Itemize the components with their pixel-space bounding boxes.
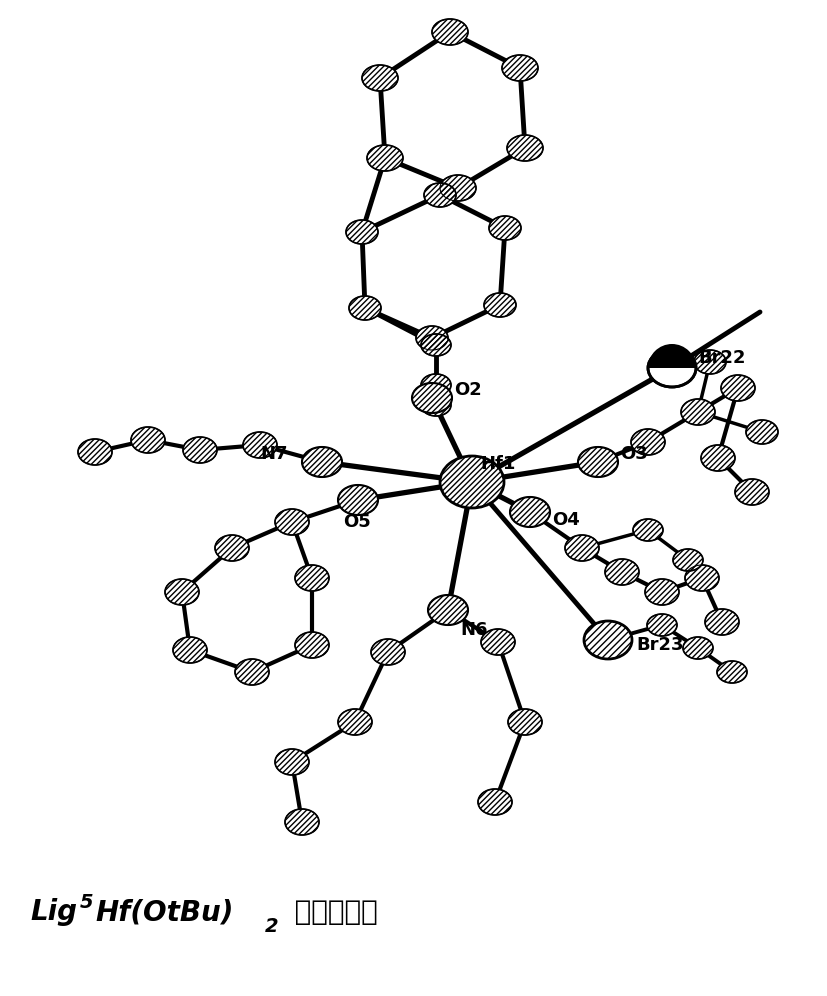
Ellipse shape [577,447,617,477]
Ellipse shape [294,565,328,591]
Ellipse shape [183,437,217,463]
Ellipse shape [648,349,696,387]
Ellipse shape [644,579,678,605]
Text: N6: N6 [460,621,487,639]
Ellipse shape [672,549,702,571]
Ellipse shape [346,220,378,244]
Ellipse shape [366,145,403,171]
Ellipse shape [361,65,398,91]
Ellipse shape [734,479,768,505]
Text: Hf1: Hf1 [480,455,514,473]
Ellipse shape [605,559,638,585]
Ellipse shape [564,535,598,561]
Ellipse shape [275,749,308,775]
Ellipse shape [412,383,452,413]
Ellipse shape [275,509,308,535]
Text: Br22: Br22 [697,349,744,367]
Ellipse shape [235,659,269,685]
Text: O5: O5 [342,513,370,531]
Ellipse shape [509,497,549,527]
Ellipse shape [173,637,207,663]
Ellipse shape [420,334,451,356]
Ellipse shape [506,135,543,161]
Ellipse shape [745,420,777,444]
Ellipse shape [420,374,451,396]
Ellipse shape [489,216,520,240]
Ellipse shape [693,350,725,374]
Ellipse shape [165,579,198,605]
Ellipse shape [337,709,371,735]
Ellipse shape [646,614,676,636]
Ellipse shape [508,709,542,735]
Ellipse shape [439,456,504,508]
Ellipse shape [680,399,715,425]
Text: N7: N7 [260,445,287,463]
Text: 2: 2 [265,917,279,936]
Ellipse shape [302,447,342,477]
Ellipse shape [284,809,318,835]
Text: Br23: Br23 [635,636,682,654]
Ellipse shape [684,565,718,591]
Wedge shape [648,344,696,368]
Ellipse shape [294,632,328,658]
Text: O4: O4 [552,511,579,529]
Ellipse shape [78,439,112,465]
Ellipse shape [630,429,664,455]
Ellipse shape [131,427,165,453]
Ellipse shape [242,432,277,458]
Text: O2: O2 [453,381,481,399]
Ellipse shape [480,629,514,655]
Text: Hf(OtBu): Hf(OtBu) [95,898,233,926]
Ellipse shape [682,637,712,659]
Ellipse shape [484,293,515,317]
Ellipse shape [439,175,476,201]
Ellipse shape [423,183,456,207]
Ellipse shape [583,621,631,659]
Ellipse shape [432,19,467,45]
Ellipse shape [720,375,754,401]
Ellipse shape [337,485,378,515]
Ellipse shape [348,296,380,320]
Ellipse shape [415,326,447,350]
Text: Lig: Lig [30,898,77,926]
Ellipse shape [716,661,746,683]
Ellipse shape [428,595,467,625]
Ellipse shape [420,394,451,416]
Ellipse shape [501,55,538,81]
Text: O3: O3 [619,445,647,463]
Ellipse shape [215,535,249,561]
Text: 5: 5 [80,893,93,912]
Ellipse shape [477,789,511,815]
Ellipse shape [700,445,734,471]
Text: 的分子结构: 的分子结构 [284,898,377,926]
Ellipse shape [632,519,662,541]
Ellipse shape [704,609,739,635]
Ellipse shape [370,639,404,665]
